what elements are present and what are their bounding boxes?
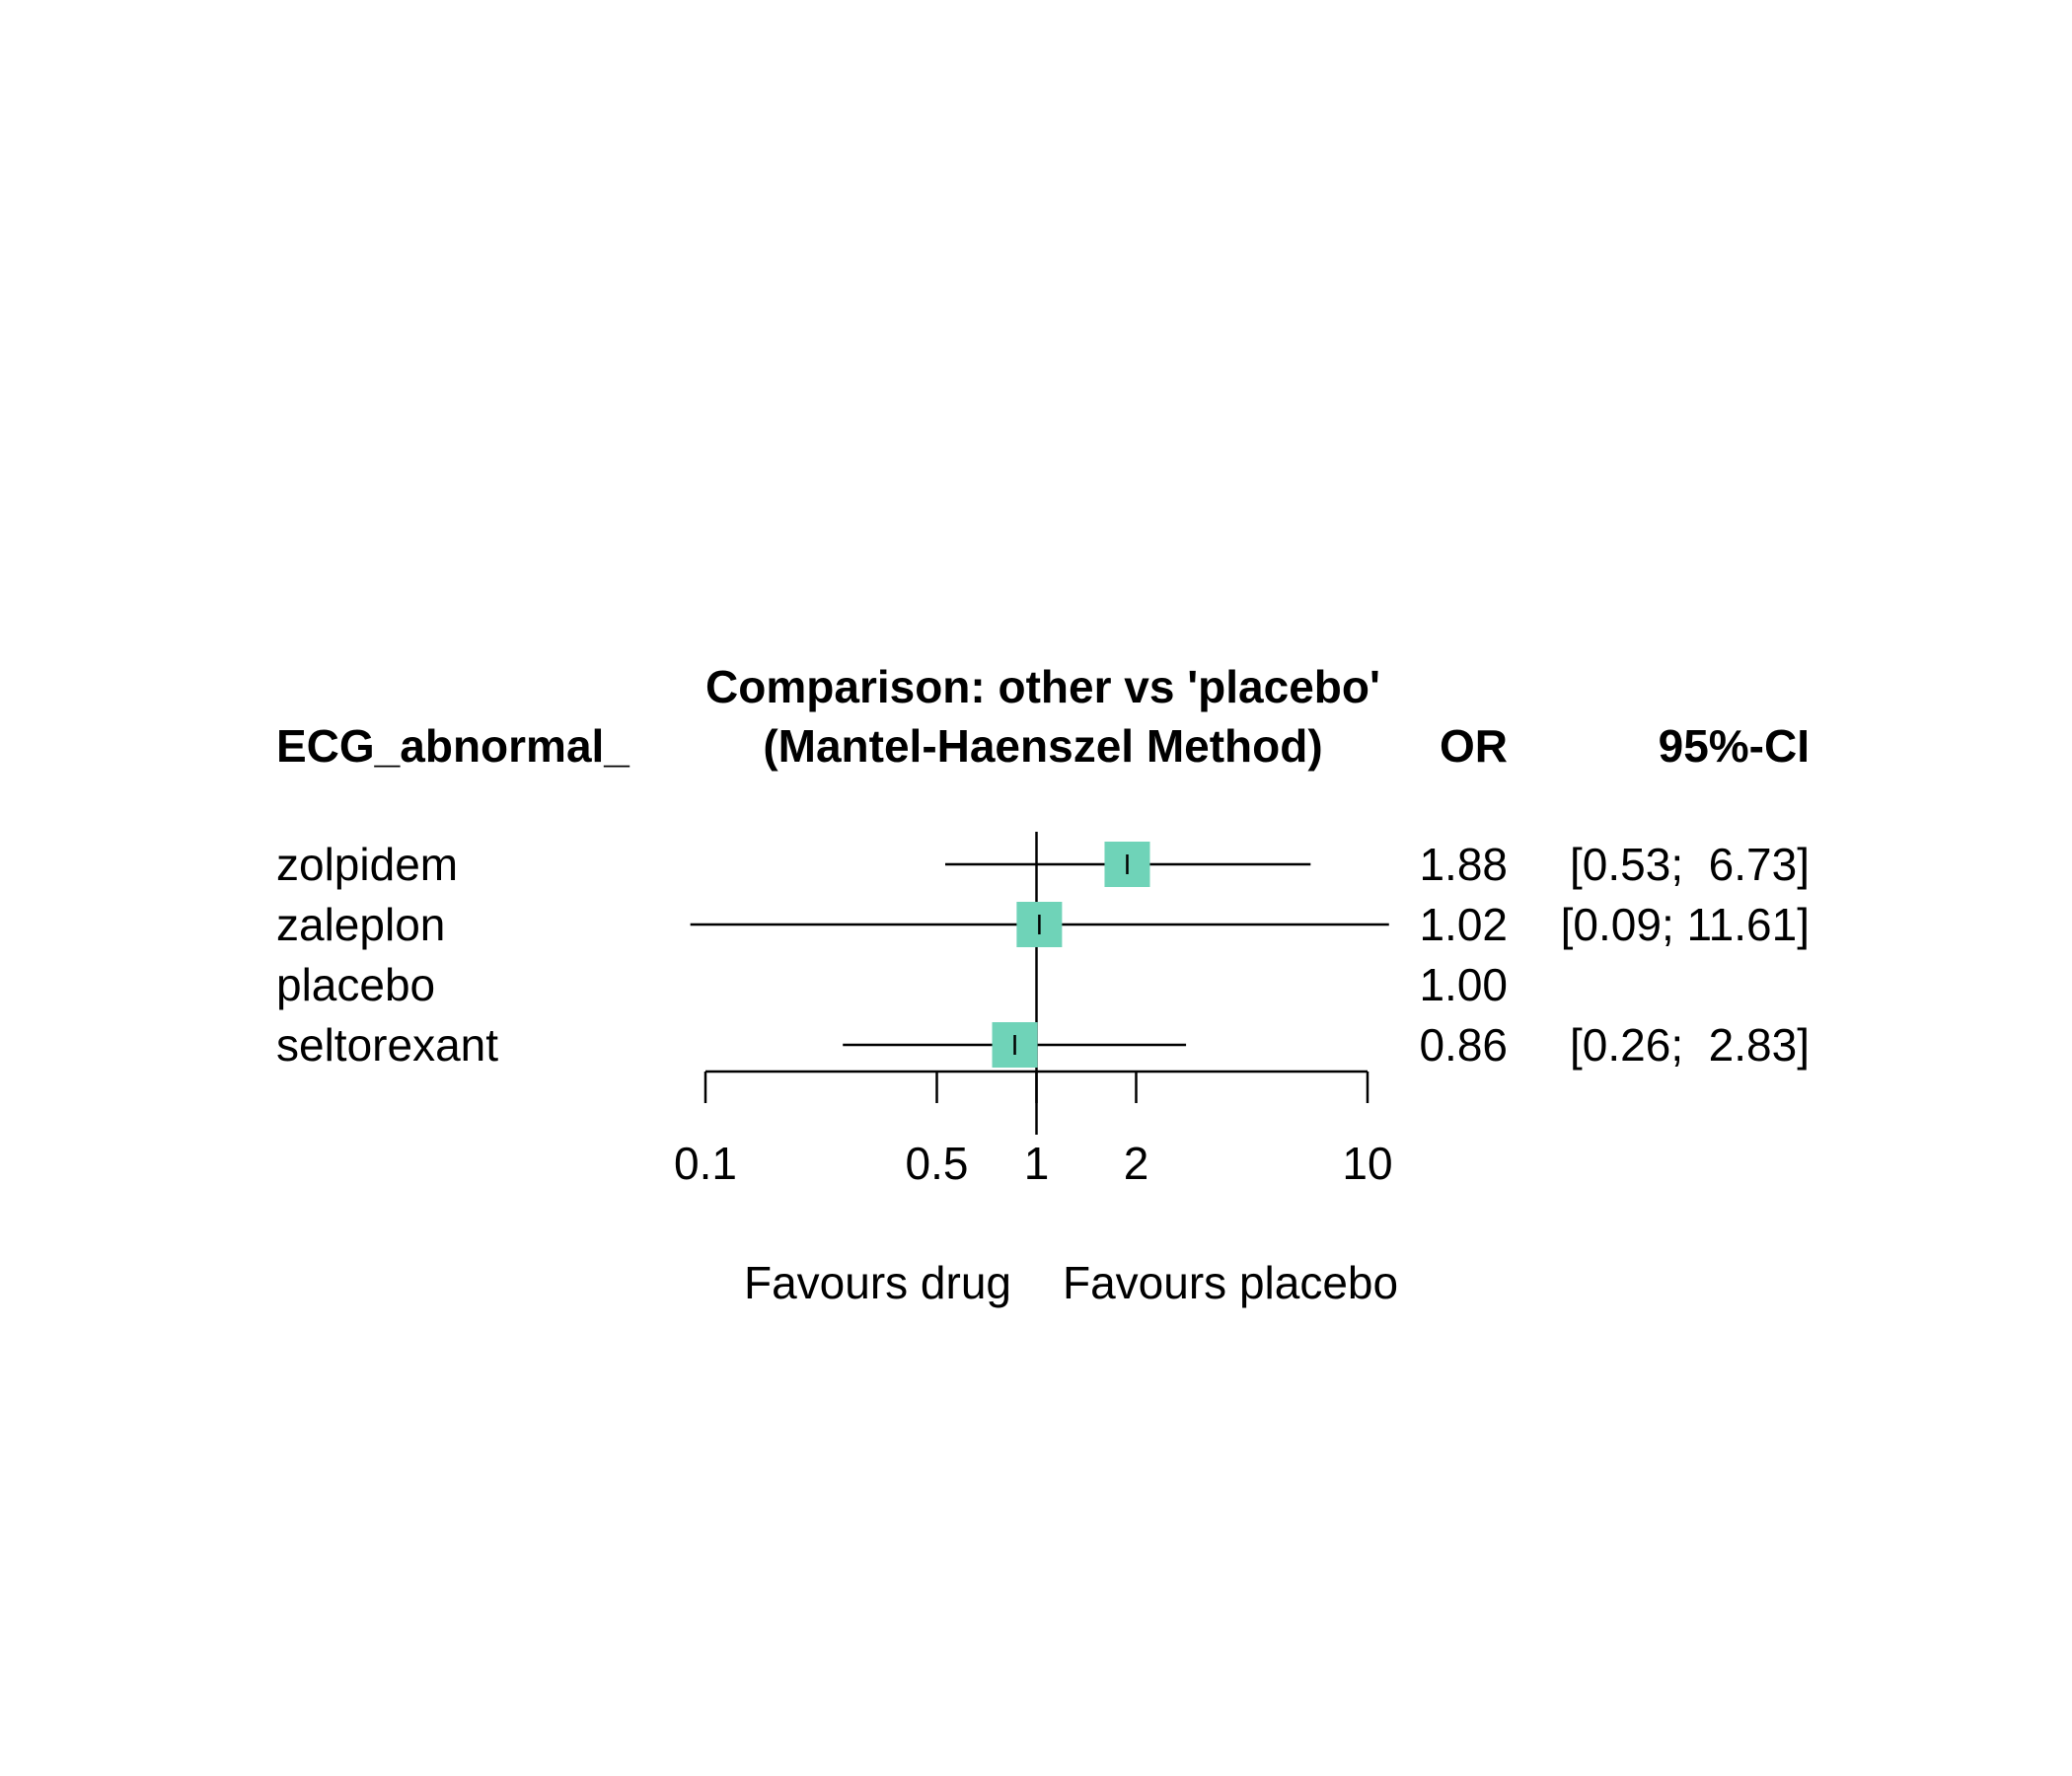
favours-right-label: Favours placebo	[1063, 1257, 1398, 1308]
or-value: 0.86	[1419, 1019, 1508, 1071]
or-value: 1.88	[1419, 839, 1508, 890]
or-column-header: OR	[1440, 720, 1508, 772]
ci-value: [0.26; 2.83]	[1570, 1019, 1810, 1071]
or-value: 1.02	[1419, 899, 1508, 950]
favours-left-label: Favours drug	[744, 1257, 1011, 1308]
x-tick-label: 2	[1124, 1138, 1149, 1189]
row-label: zolpidem	[276, 839, 458, 890]
row-label: zaleplon	[276, 899, 445, 950]
x-tick-label: 0.1	[674, 1138, 737, 1189]
chart-title: Comparison: other vs 'placebo'	[705, 661, 1380, 712]
label-column-header: ECG_abnormal_	[276, 720, 629, 772]
rows-layer: zolpidem 1.88 [0.53; 6.73] zaleplon 1.02 [0.0…	[276, 839, 1810, 1071]
ci-value: [0.53; 6.73]	[1570, 839, 1810, 890]
x-tick-label: 10	[1342, 1138, 1392, 1189]
row-label: placebo	[276, 959, 435, 1010]
ci-value: [0.09; 11.61]	[1561, 899, 1810, 950]
x-axis: 0.1 0.5 1 2 10	[674, 1070, 1393, 1189]
ci-column-header: 95%-CI	[1659, 720, 1810, 772]
row-label: seltorexant	[276, 1019, 498, 1071]
chart-subtitle: (Mantel-Haenszel Method)	[763, 720, 1322, 772]
x-tick-label: 0.5	[906, 1138, 969, 1189]
x-tick-label: 1	[1024, 1138, 1050, 1189]
or-value: 1.00	[1419, 959, 1508, 1010]
